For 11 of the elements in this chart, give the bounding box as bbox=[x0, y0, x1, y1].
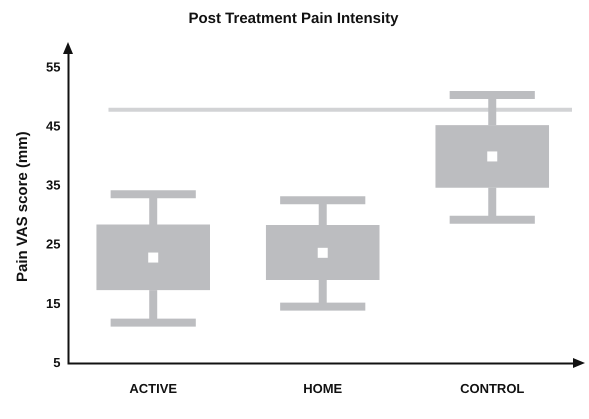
x-tick-label: HOME bbox=[303, 380, 343, 396]
y-tick-label: 35 bbox=[46, 178, 60, 193]
y-tick-label: 25 bbox=[46, 236, 60, 252]
x-tick-label: ACTIVE bbox=[129, 380, 178, 396]
x-tick-label: CONTROL bbox=[460, 380, 524, 396]
chart-title: Post Treatment Pain Intensity bbox=[188, 10, 400, 28]
y-tick-label: 15 bbox=[46, 296, 60, 311]
y-axis-title: Pain VAS score (mm) bbox=[14, 131, 32, 282]
y-tick-label: 5 bbox=[53, 354, 60, 370]
y-tick-label: 55 bbox=[46, 59, 60, 74]
y-tick-label: 45 bbox=[46, 118, 60, 134]
